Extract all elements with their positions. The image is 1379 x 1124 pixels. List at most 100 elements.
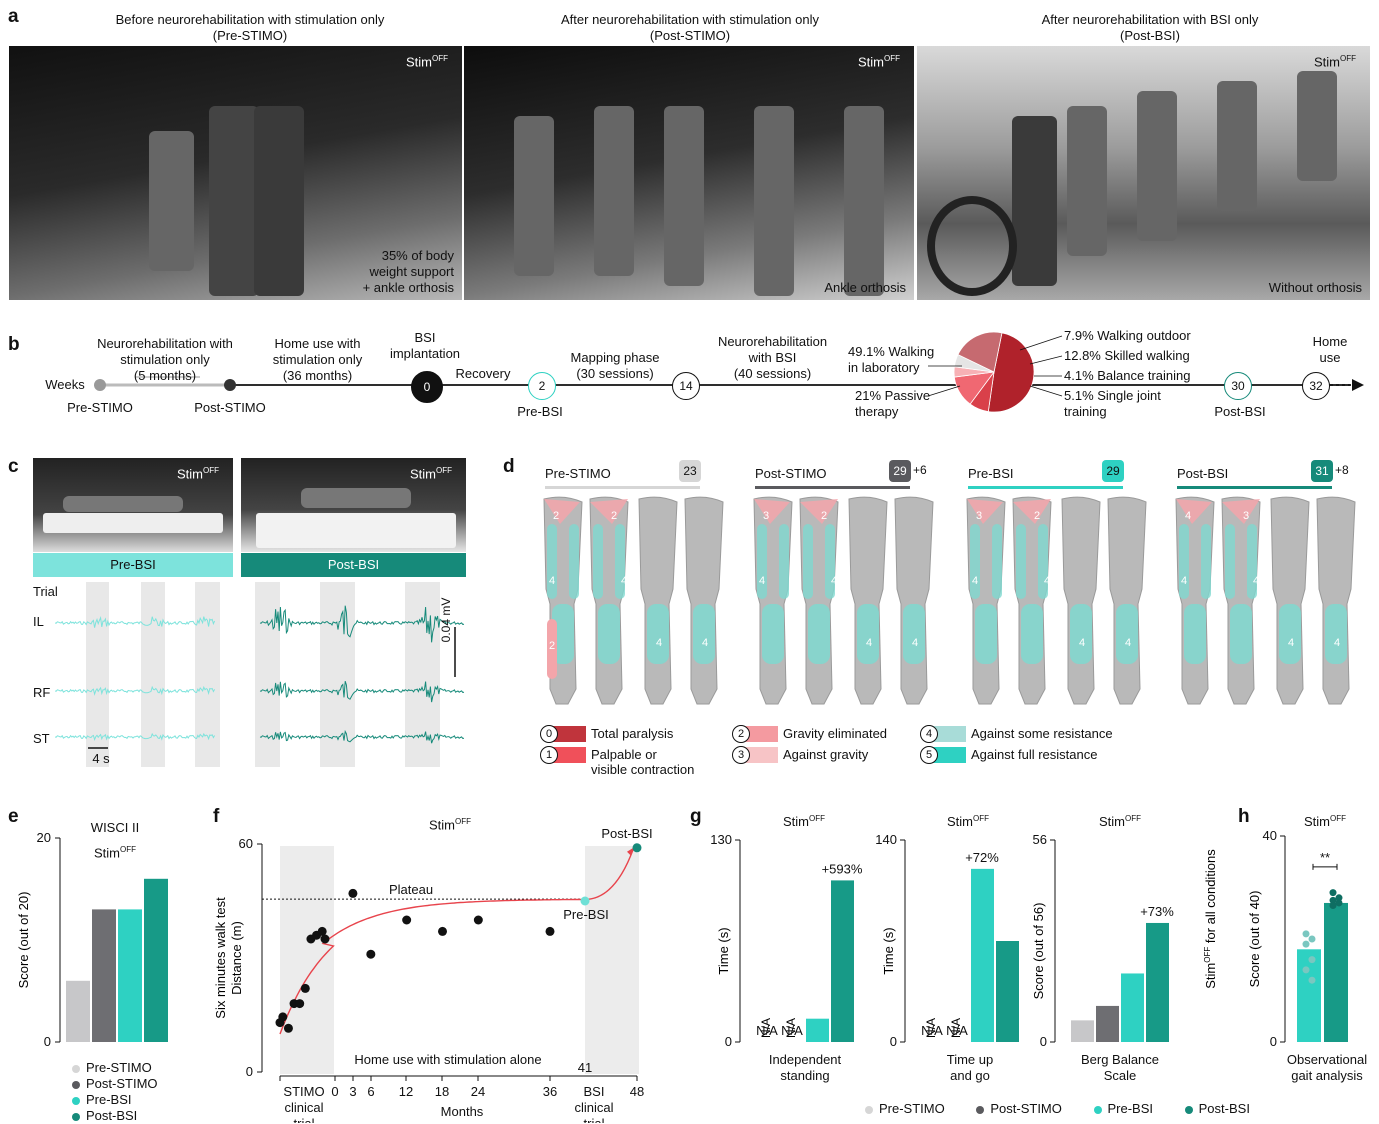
pie-label-skilled: 12.8% Skilled walking xyxy=(1064,348,1190,363)
test-name-label: Time up xyxy=(947,1052,993,1067)
thigh-muscle xyxy=(825,524,835,599)
hip-muscle xyxy=(1176,499,1212,524)
panel-label-c: c xyxy=(8,456,19,477)
percent-change-label: N/A xyxy=(946,1023,968,1038)
calf-score: 4 xyxy=(702,637,708,649)
muscle-score-delta: +8 xyxy=(1335,463,1349,477)
y-tick-label: 0 xyxy=(246,1064,253,1079)
side-label: StimOFF for all conditions xyxy=(1203,849,1218,989)
calf-score: 4 xyxy=(1334,637,1340,649)
muscle-score-delta: +6 xyxy=(913,463,927,477)
test-name-label: Berg Balance xyxy=(1081,1052,1159,1067)
wisci-stim: StimOFF xyxy=(94,845,136,861)
thigh-muscle xyxy=(992,524,1002,599)
y-tick-label: 140 xyxy=(875,832,897,847)
post-bsi-point xyxy=(632,843,642,853)
panel-label-e: e xyxy=(8,806,19,827)
participant-point xyxy=(1302,966,1310,974)
hip-score: 3 xyxy=(976,510,982,522)
y-tick-label: 0 xyxy=(44,1034,51,1049)
participant-point xyxy=(1308,935,1316,943)
data-point xyxy=(402,915,412,925)
timeline-node-2: 2 xyxy=(528,372,556,400)
x-tick-label: 41 xyxy=(578,1060,592,1075)
x-axis-label: gait analysis xyxy=(1291,1068,1363,1083)
legend-swatch xyxy=(740,726,778,742)
muscle-group-line xyxy=(968,486,1123,489)
test-name-label: standing xyxy=(780,1068,829,1083)
legend-swatch xyxy=(928,747,966,763)
panel-label-b: b xyxy=(8,334,20,355)
muscle-group-name: Post-BSI xyxy=(1177,466,1229,481)
thigh-muscle xyxy=(803,524,813,599)
leg-shape xyxy=(1061,496,1101,705)
hip-muscle xyxy=(590,499,628,524)
test-bar xyxy=(1071,1020,1094,1042)
muscle-group-line xyxy=(1177,486,1332,489)
hip-muscle xyxy=(544,499,580,524)
test-bar xyxy=(1146,922,1169,1042)
pre-bsi-point xyxy=(580,896,590,906)
hip-score: 3 xyxy=(763,510,769,522)
participant-point xyxy=(1335,899,1343,907)
y-tick-label: 0 xyxy=(1270,1034,1277,1049)
calf-muscle xyxy=(1230,604,1252,664)
data-point xyxy=(278,1012,288,1022)
calf-muscle xyxy=(1184,604,1206,664)
panel-label-d: d xyxy=(503,456,515,477)
fit-curve xyxy=(279,849,634,1035)
x-tick-label: 3 xyxy=(349,1084,356,1099)
data-point xyxy=(473,915,483,925)
thigh-muscle xyxy=(1179,524,1189,599)
participant-point xyxy=(1302,940,1310,948)
leg-anatomy-figure: 2 2 4 4 2 4 4 xyxy=(543,496,724,705)
leg-shape xyxy=(1107,496,1147,705)
data-point xyxy=(348,888,358,898)
photo-pre-stimo: StimOFF 35% of body weight support + ankle… xyxy=(9,46,462,300)
thigh-score: 4 xyxy=(1181,575,1187,587)
leg-shape xyxy=(848,496,888,705)
legend-grade-label: Palpable or visible contraction xyxy=(591,747,695,777)
thigh-score: 4 xyxy=(759,575,765,587)
emg-trace xyxy=(55,615,216,628)
thigh-score: 4 xyxy=(972,575,978,587)
calf-score: 2 xyxy=(549,640,555,652)
participant-point xyxy=(1308,976,1316,984)
mapping-label: Mapping phase (30 sessions) xyxy=(570,350,660,381)
legend-grade-number: 2 xyxy=(732,725,750,743)
data-point xyxy=(300,983,310,993)
muscle-il: IL xyxy=(33,614,44,629)
hip-score: 2 xyxy=(611,510,617,522)
neuro-stim-label: Neurorehabilitation with stimulation only… xyxy=(97,336,233,383)
home-use-label: Home use with stimulation alone xyxy=(354,1052,541,1067)
leg-shape xyxy=(894,496,934,705)
thigh-score: 4 xyxy=(1253,575,1259,587)
stimo-trial-region xyxy=(280,846,334,1074)
pie-label-outdoor: 7.9% Walking outdoor xyxy=(1064,328,1191,343)
calf-muscle xyxy=(808,604,830,664)
photo-note: 35% of body weight support + ankle orthosi… xyxy=(362,248,454,295)
pie-label-balance: 4.1% Balance training xyxy=(1064,368,1191,383)
muscle-score-badge: 31 xyxy=(1311,460,1333,482)
muscle-group-name: Post-STIMO xyxy=(755,466,827,481)
legend-grade-number: 5 xyxy=(920,746,938,764)
y-tick-label: 130 xyxy=(710,832,732,847)
thigh-muscle xyxy=(757,524,767,599)
stim-off-label: StimOFF xyxy=(947,814,989,829)
leg-shape xyxy=(684,496,724,705)
hip-muscle xyxy=(967,499,1003,524)
post-bsi-banner: Post-BSI xyxy=(241,553,466,577)
data-point xyxy=(317,926,327,936)
legend-swatch xyxy=(740,747,778,763)
muscle-group-name: Pre-BSI xyxy=(968,466,1014,481)
gait-chart: 0 40 Score (out of 40) StimOFF for all cond… xyxy=(1203,814,1367,1083)
g-legend: Pre-STIMO Post-STIMO Pre-BSI Post-BSI xyxy=(865,1101,1250,1116)
hip-muscle xyxy=(1013,499,1051,524)
wisci-bar xyxy=(144,878,168,1042)
emg-traces xyxy=(55,582,465,767)
pre-stimo-label: Pre-STIMO xyxy=(67,400,133,415)
recovery-label: Recovery xyxy=(455,366,511,381)
y-tick-label: 56 xyxy=(1033,832,1047,847)
legend-grade-number: 3 xyxy=(732,746,750,764)
hip-muscle xyxy=(754,499,790,524)
